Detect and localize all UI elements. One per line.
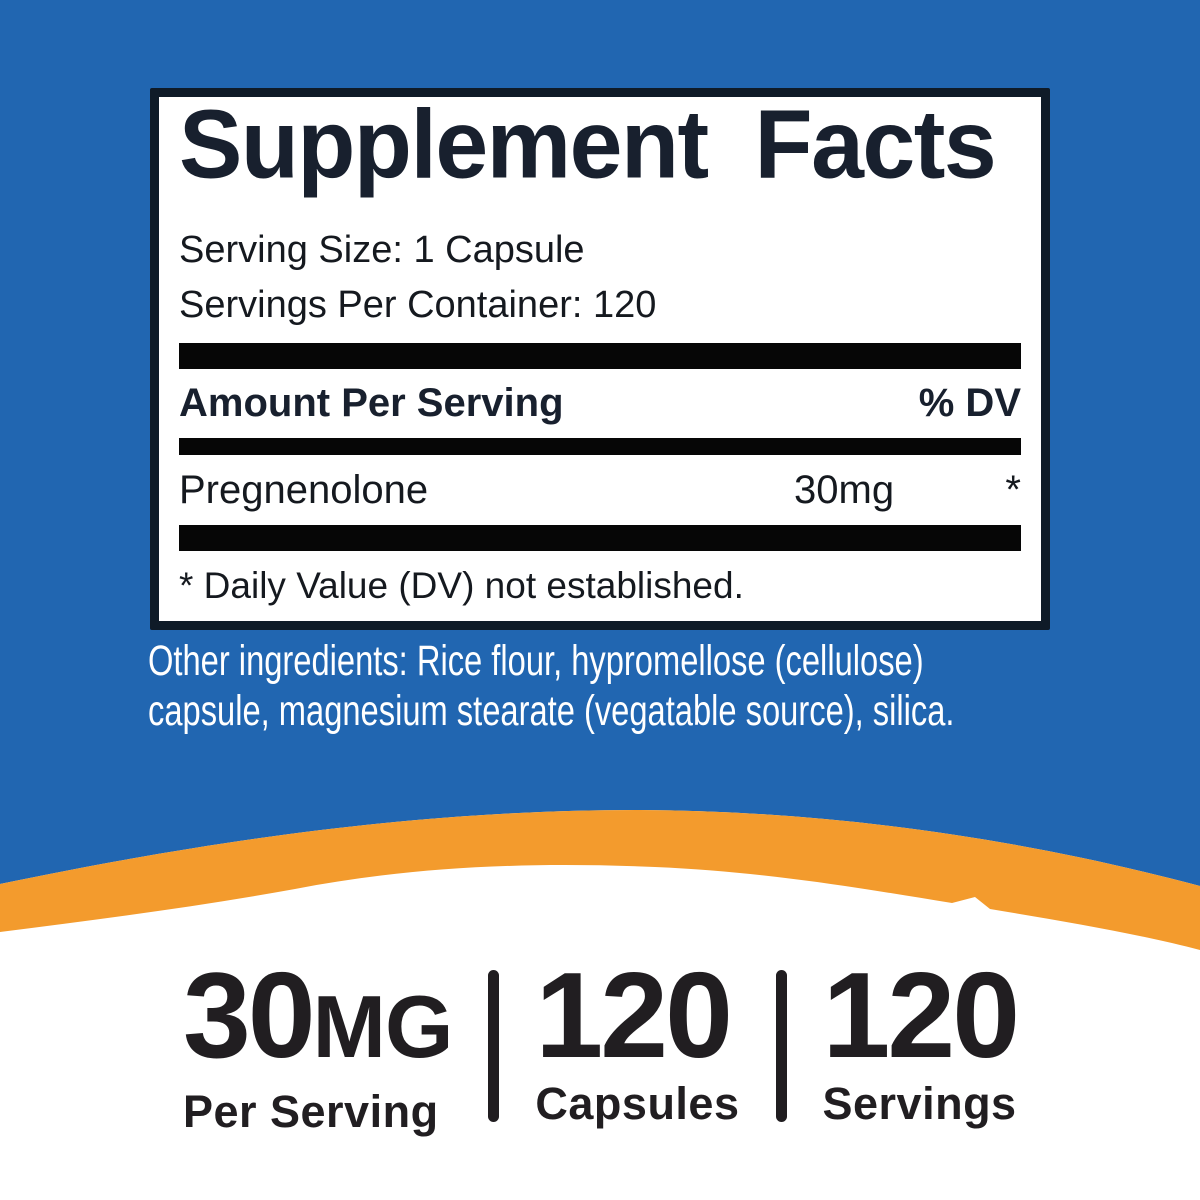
other-ingredients-line-2: capsule, magnesium stearate (vegatable s… — [148, 687, 955, 735]
stat-per-serving-value: 30 — [182, 947, 316, 1083]
divider-bar-thick-bottom — [179, 525, 1021, 551]
highlight-stats-row: 30 MG Per Serving 120 Capsules 120 Servi… — [0, 947, 1200, 1138]
amount-per-serving-header: Amount Per Serving — [179, 381, 564, 425]
stat-per-serving-unit: MG — [312, 977, 454, 1076]
stat-capsules-value: 120 — [535, 947, 733, 1083]
other-ingredients-line-1: Other ingredients: Rice flour, hypromell… — [148, 637, 924, 685]
other-ingredients-text: Other ingredients: Rice flour, hypromell… — [148, 636, 1200, 736]
daily-value-footnote: * Daily Value (DV) not established. — [179, 565, 744, 606]
orange-brush-swoosh — [0, 810, 1200, 950]
stat-per-serving-figure: 30 MG — [182, 947, 454, 1083]
serving-info: Serving Size: 1 Capsule Servings Per Con… — [179, 223, 1021, 333]
stat-divider-2 — [775, 970, 787, 1122]
stat-servings-figure: 120 — [822, 947, 1021, 1083]
stat-servings-value: 120 — [822, 947, 1021, 1083]
ingredient-amount: 30mg — [794, 468, 895, 512]
stat-servings-label: Servings — [822, 1078, 1017, 1129]
stat-per-serving: 30 MG Per Serving — [182, 947, 454, 1138]
stat-capsules: 120 Capsules — [535, 947, 740, 1130]
ingredient-daily-value: * — [1005, 468, 1021, 512]
stat-capsules-label: Capsules — [535, 1078, 740, 1129]
serving-size-text: Serving Size: 1 Capsule — [179, 229, 585, 271]
supplement-facts-panel: Supplement Facts Serving Size: 1 Capsule… — [150, 88, 1050, 630]
stat-divider-1 — [488, 970, 500, 1122]
servings-per-container-text: Servings Per Container: 120 — [179, 284, 657, 326]
ingredient-name: Pregnenolone — [179, 468, 429, 512]
stat-servings: 120 Servings — [822, 947, 1021, 1130]
stat-per-serving-label: Per Serving — [182, 1086, 439, 1137]
table-header-row: Amount Per Serving % DV — [179, 377, 1021, 429]
divider-bar-thin — [179, 438, 1021, 455]
divider-bar-thick-top — [179, 343, 1021, 369]
percent-dv-header: % DV — [918, 381, 1021, 425]
supplement-facts-title: Supplement Facts — [179, 89, 997, 200]
table-row: Pregnenolone 30mg * — [179, 464, 1021, 516]
stat-capsules-figure: 120 — [535, 947, 733, 1083]
